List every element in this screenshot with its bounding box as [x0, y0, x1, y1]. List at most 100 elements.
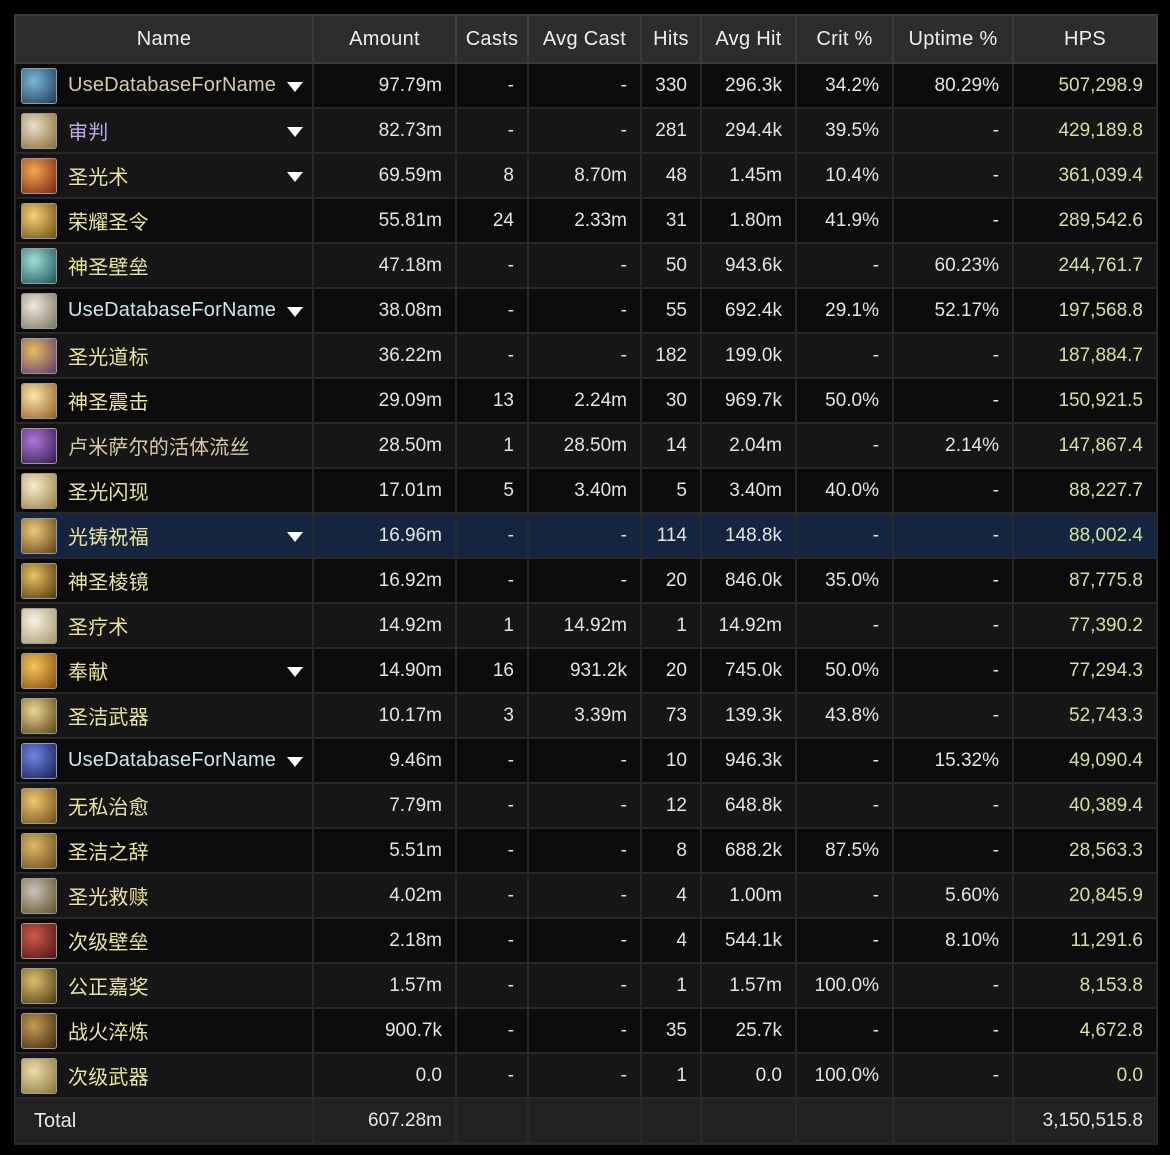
spell-name-cell[interactable]: UseDatabaseForName	[14, 737, 314, 784]
spell-name-cell[interactable]: 审判	[14, 107, 314, 154]
spell-name-cell[interactable]: 卢米萨尔的活体流丝	[14, 422, 314, 469]
cell-avg_cast: -	[527, 287, 642, 334]
spell-name[interactable]: 圣光道标	[68, 347, 149, 369]
spell-row[interactable]: 神圣棱镜 16.92m - -20 846.0k 35.0% -87,775.8	[14, 557, 1158, 604]
spell-name[interactable]: UseDatabaseForName	[68, 749, 277, 771]
cell-hits: 281	[640, 107, 702, 154]
column-header-casts[interactable]: Casts	[455, 14, 529, 64]
spell-name[interactable]: 公正嘉奖	[68, 977, 149, 999]
column-header-name[interactable]: Name	[14, 14, 314, 64]
spell-row[interactable]: 无私治愈 7.79m - -12 648.8k - -40,389.4	[14, 782, 1158, 829]
expand-caret-icon[interactable]	[287, 531, 303, 542]
spell-row[interactable]: UseDatabaseForName 9.46m - -10 946.3k -15.32%…	[14, 737, 1158, 784]
spell-name-cell[interactable]: 圣疗术	[14, 602, 314, 649]
spell-row[interactable]: 荣耀圣令 55.81m 24 2.33m 31 1.80m 41.9% -289,542.6	[14, 197, 1158, 244]
spell-row[interactable]: 圣光道标 36.22m - -182 199.0k - -187,884.7	[14, 332, 1158, 379]
spell-name[interactable]: 审判	[68, 122, 109, 144]
cell-amount: 1.57m	[312, 962, 457, 1009]
spell-name-cell[interactable]: 圣光闪现	[14, 467, 314, 514]
spell-name-cell[interactable]: 次级壁垒	[14, 917, 314, 964]
spell-row[interactable]: UseDatabaseForName 38.08m - -55 692.4k 29.1% 5…	[14, 287, 1158, 334]
spell-name-cell[interactable]: 光铸祝福	[14, 512, 314, 559]
spell-name[interactable]: 荣耀圣令	[68, 212, 149, 234]
spell-row[interactable]: 卢米萨尔的活体流丝 28.50m 1 28.50m 14 2.04m -2.14% 147,8…	[14, 422, 1158, 469]
spell-name-cell[interactable]: 次级武器	[14, 1052, 314, 1099]
spell-name[interactable]: 卢米萨尔的活体流丝	[68, 437, 250, 459]
spell-icon	[21, 157, 57, 194]
expand-caret-icon[interactable]	[287, 126, 303, 137]
spell-name[interactable]: 神圣壁垒	[68, 257, 149, 279]
spell-name[interactable]: 次级武器	[68, 1067, 149, 1089]
spell-name[interactable]: 神圣棱镜	[68, 572, 149, 594]
spell-row[interactable]: UseDatabaseForName 97.79m - -330 296.3k 34.2%…	[14, 62, 1158, 109]
cell-avg_cast: -	[527, 782, 642, 829]
column-header-hps[interactable]: HPS	[1012, 14, 1158, 64]
spell-row[interactable]: 圣洁武器 10.17m 3 3.39m 73 139.3k 43.8% -52,743.3	[14, 692, 1158, 739]
spell-name[interactable]: 神圣震击	[68, 392, 149, 414]
expand-caret-icon[interactable]	[287, 306, 303, 317]
cell-crit: 50.0%	[795, 377, 894, 424]
spell-icon	[21, 607, 57, 644]
spell-name[interactable]: 圣疗术	[68, 617, 129, 639]
spell-name[interactable]: 圣光术	[68, 167, 129, 189]
spell-name-cell[interactable]: 战火淬炼	[14, 1007, 314, 1054]
cell-avg_cast: 931.2k	[527, 647, 642, 694]
spell-name-cell[interactable]: 神圣壁垒	[14, 242, 314, 289]
spell-name-cell[interactable]: 圣洁武器	[14, 692, 314, 739]
spell-name-cell[interactable]: 奉献	[14, 647, 314, 694]
cell-hps: 11,291.6	[1012, 917, 1158, 964]
spell-row[interactable]: 圣洁之辞 5.51m - -8 688.2k 87.5% -28,563.3	[14, 827, 1158, 874]
expand-caret-icon[interactable]	[287, 81, 303, 92]
column-header-avg_hit[interactable]: Avg Hit	[700, 14, 797, 64]
column-header-hits[interactable]: Hits	[640, 14, 702, 64]
spell-row[interactable]: 奉献 14.90m 16 931.2k 20 745.0k 50.0% -77,294.3	[14, 647, 1158, 694]
spell-row[interactable]: 圣疗术 14.92m 1 14.92m 1 14.92m - -77,390.2	[14, 602, 1158, 649]
spell-row[interactable]: 审判 82.73m - -281 294.4k 39.5% -429,189.8	[14, 107, 1158, 154]
column-header-uptime[interactable]: Uptime %	[892, 14, 1014, 64]
spell-row[interactable]: 战火淬炼 900.7k - -35 25.7k - -4,672.8	[14, 1007, 1158, 1054]
spell-name-cell[interactable]: 神圣棱镜	[14, 557, 314, 604]
spell-name-cell[interactable]: UseDatabaseForName	[14, 287, 314, 334]
spell-name-cell[interactable]: 无私治愈	[14, 782, 314, 829]
spell-name-cell[interactable]: 神圣震击	[14, 377, 314, 424]
spell-row[interactable]: 圣光救赎 4.02m - -4 1.00m -5.60% 20,845.9	[14, 872, 1158, 919]
spell-name[interactable]: 战火淬炼	[68, 1022, 149, 1044]
spell-name-cell[interactable]: 圣光术	[14, 152, 314, 199]
spell-name-cell[interactable]: UseDatabaseForName	[14, 62, 314, 109]
expand-caret-icon[interactable]	[287, 756, 303, 767]
spell-name[interactable]: 光铸祝福	[68, 527, 149, 549]
spell-name-cell[interactable]: 荣耀圣令	[14, 197, 314, 244]
spell-name[interactable]: 圣洁之辞	[68, 842, 149, 864]
spell-name[interactable]: 圣光闪现	[68, 482, 149, 504]
spell-name[interactable]: UseDatabaseForName	[68, 74, 277, 96]
spell-row[interactable]: 光铸祝福 16.96m - -114 148.8k - -88,002.4	[14, 512, 1158, 559]
spell-name-cell[interactable]: 圣光救赎	[14, 872, 314, 919]
spell-name[interactable]: 圣洁武器	[68, 707, 149, 729]
spell-row[interactable]: 次级武器 0.0- -1 0.0 100.0% -0.0	[14, 1052, 1158, 1099]
spell-name-cell[interactable]: 公正嘉奖	[14, 962, 314, 1009]
spell-row[interactable]: 神圣壁垒 47.18m - -50 943.6k -60.23% 244,761.7	[14, 242, 1158, 289]
column-header-amount[interactable]: Amount	[312, 14, 457, 64]
column-header-crit[interactable]: Crit %	[795, 14, 894, 64]
column-header-avg_cast[interactable]: Avg Cast	[527, 14, 642, 64]
spell-row[interactable]: 圣光术 69.59m 8 8.70m 48 1.45m 10.4% -361,039.4	[14, 152, 1158, 199]
cell-crit: -	[795, 512, 894, 559]
spell-row[interactable]: 公正嘉奖 1.57m - -1 1.57m 100.0% -8,153.8	[14, 962, 1158, 1009]
cell-casts: -	[455, 62, 529, 109]
spell-row[interactable]: 神圣震击 29.09m 13 2.24m 30 969.7k 50.0% -150,921.5	[14, 377, 1158, 424]
cell-crit: -	[795, 332, 894, 379]
spell-name[interactable]: 奉献	[68, 662, 109, 684]
expand-caret-icon[interactable]	[287, 666, 303, 677]
spell-name[interactable]: 次级壁垒	[68, 932, 149, 954]
spell-name-cell[interactable]: 圣洁之辞	[14, 827, 314, 874]
spell-name[interactable]: UseDatabaseForName	[68, 299, 277, 321]
spell-name[interactable]: 圣光救赎	[68, 887, 149, 909]
cell-amount: 38.08m	[312, 287, 457, 334]
spell-name-cell[interactable]: 圣光道标	[14, 332, 314, 379]
spell-row[interactable]: 圣光闪现 17.01m 5 3.40m 5 3.40m 40.0% -88,227.7	[14, 467, 1158, 514]
spell-icon	[21, 562, 57, 599]
spell-row[interactable]: 次级壁垒 2.18m - -4 544.1k -8.10% 11,291.6	[14, 917, 1158, 964]
expand-caret-icon[interactable]	[287, 171, 303, 182]
spell-name[interactable]: 无私治愈	[68, 797, 149, 819]
cell-hits: 4	[640, 917, 702, 964]
